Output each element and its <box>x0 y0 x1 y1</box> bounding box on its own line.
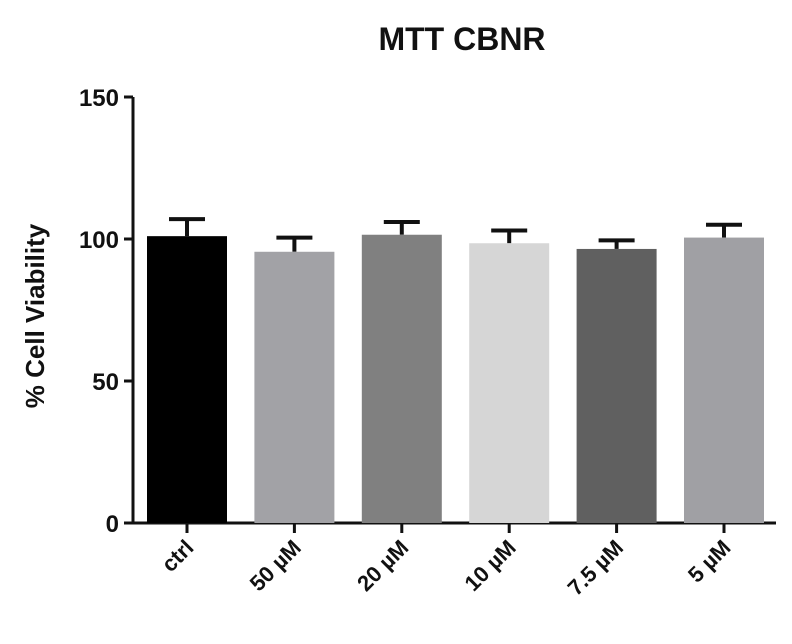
y-tick-label: 150 <box>79 85 119 112</box>
x-tick-label: 10 µM <box>460 535 521 596</box>
bar <box>147 236 227 523</box>
bar-group <box>576 238 657 523</box>
bar <box>254 251 335 523</box>
bar-group <box>147 217 227 523</box>
y-tick-label: 0 <box>106 511 119 538</box>
x-tick-label: 7.5 µM <box>563 535 629 601</box>
bar-group <box>361 219 442 524</box>
bars <box>147 217 764 524</box>
axes: 0 50 100 150 <box>79 85 776 538</box>
x-tick-label: 50 µM <box>245 535 306 596</box>
x-tick-label: 20 µM <box>352 535 413 596</box>
x-axis-ticks: ctrl 50 µM 20 µM 10 µM 7.5 µM 5 µM <box>157 523 736 600</box>
bar <box>469 243 550 523</box>
chart-title: MTT CBNR <box>378 21 545 57</box>
x-tick-label: 5 µM <box>683 535 736 588</box>
bar <box>576 248 657 523</box>
bar-group <box>254 235 335 523</box>
bar <box>361 234 442 524</box>
y-tick-label: 50 <box>92 369 119 396</box>
bar-group <box>684 222 764 523</box>
bar-group <box>469 228 550 523</box>
y-axis-label: % Cell Viability <box>20 223 50 408</box>
x-tick-label: ctrl <box>157 535 199 577</box>
y-tick-label: 100 <box>79 227 119 254</box>
bar <box>684 237 764 523</box>
